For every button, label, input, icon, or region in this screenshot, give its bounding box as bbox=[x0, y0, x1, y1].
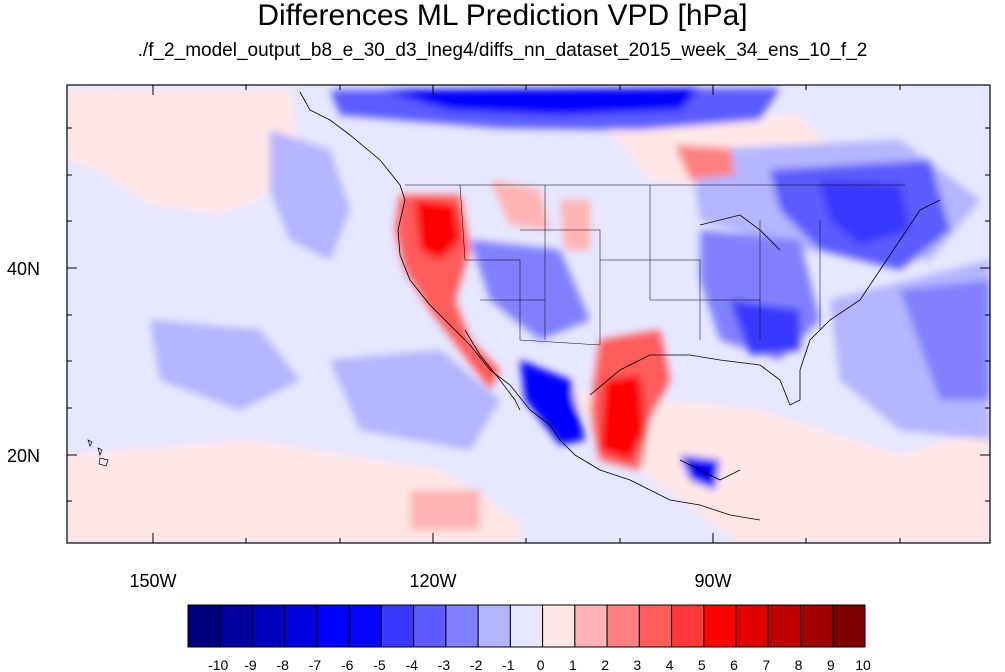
colorbar-tick-label: 8 bbox=[795, 657, 803, 672]
colorbar-box bbox=[832, 604, 866, 648]
colorbar-box bbox=[477, 604, 511, 648]
coastlines bbox=[299, 91, 941, 521]
colorbar-tick-label: -10 bbox=[208, 657, 228, 672]
colorbar-tick-label: 5 bbox=[698, 657, 706, 672]
state-borders bbox=[405, 184, 905, 346]
colorbar-tick-label: 4 bbox=[666, 657, 674, 672]
colorbar-tick-label: -9 bbox=[244, 657, 257, 672]
colorbar-box bbox=[413, 604, 447, 648]
longitude-ticks bbox=[152, 85, 901, 543]
colorbar-box bbox=[284, 604, 318, 648]
colorbar-tick-label: -2 bbox=[470, 657, 483, 672]
colorbar-box bbox=[671, 604, 705, 648]
colorbar-box bbox=[638, 604, 673, 648]
colorbar-tick-label: -4 bbox=[405, 657, 418, 672]
colorbar-box bbox=[542, 604, 576, 648]
colorbar-tick-label: 9 bbox=[827, 657, 835, 672]
colorbar-tick-label: 3 bbox=[633, 657, 641, 672]
colorbar-box bbox=[703, 604, 737, 648]
colorbar-tick-label: -6 bbox=[341, 657, 354, 672]
colorbar-box bbox=[574, 604, 608, 648]
colorbar-tick-label: -7 bbox=[309, 657, 322, 672]
longitude-label-90w: 90W bbox=[694, 571, 731, 591]
colorbar-box bbox=[348, 604, 382, 648]
colorbar-box bbox=[219, 604, 253, 648]
colorbar-box bbox=[509, 604, 544, 648]
hawaii-islands bbox=[87, 439, 109, 467]
longitude-label-150w: 150W bbox=[129, 571, 176, 591]
latitude-ticks bbox=[67, 127, 990, 502]
colorbar-boxes bbox=[187, 604, 866, 648]
colorbar-tick-label: -3 bbox=[438, 657, 451, 672]
colorbar-tick-label: -1 bbox=[502, 657, 515, 672]
colorbar-tick-label: 0 bbox=[537, 657, 545, 672]
latitude-label-20n: 20N bbox=[7, 446, 40, 466]
colorbar-box bbox=[767, 604, 802, 648]
latitude-label-40n: 40N bbox=[7, 259, 40, 279]
colorbar-tick-label: 1 bbox=[569, 657, 577, 672]
longitude-label-120w: 120W bbox=[409, 571, 456, 591]
colorbar-tick-label: -8 bbox=[276, 657, 289, 672]
colorbar-tick-label: 7 bbox=[762, 657, 770, 672]
colorbar-labels: -10 -9 -8 -7 -6 -5 -4 -3 -2 -1 0 1 2 3 4 5 6 7 8 9 10 bbox=[208, 657, 871, 672]
map-title: Differences ML Prediction VPD [hPa] bbox=[257, 0, 748, 32]
map-frame bbox=[66, 84, 991, 544]
colorbar-tick-label: 2 bbox=[601, 657, 609, 672]
colorbar-box bbox=[735, 604, 769, 648]
map-subtitle: ./f_2_model_output_b8_e_30_d3_lneg4/diff… bbox=[137, 40, 868, 61]
colorbar-box bbox=[606, 604, 640, 648]
colorbar-box bbox=[187, 604, 221, 648]
contour-field bbox=[67, 85, 990, 543]
colorbar-tick-label: -5 bbox=[373, 657, 386, 672]
colorbar-box bbox=[380, 604, 415, 648]
colorbar-tick-label: 6 bbox=[730, 657, 738, 672]
colorbar-box bbox=[251, 604, 286, 648]
colorbar-box bbox=[800, 604, 834, 648]
colorbar-tick-label: 10 bbox=[855, 657, 871, 672]
colorbar-box bbox=[445, 604, 479, 648]
colorbar-box bbox=[316, 604, 350, 648]
